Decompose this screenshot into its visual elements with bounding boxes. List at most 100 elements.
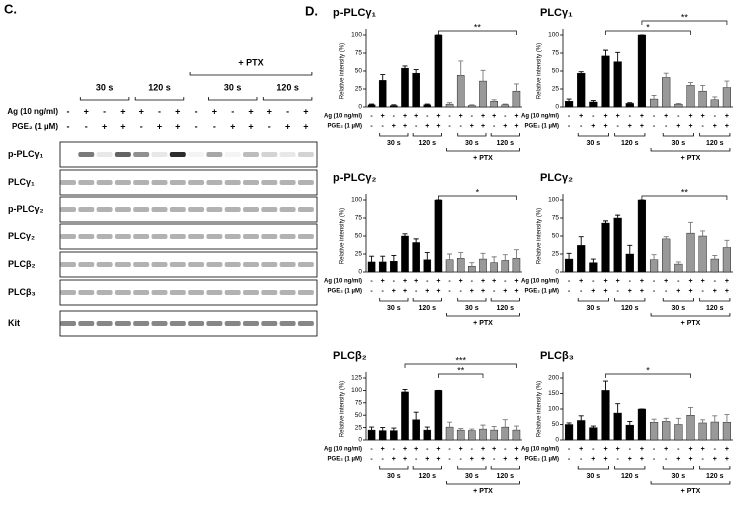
- condition-sign: +: [175, 121, 180, 131]
- ptx-bracket: [650, 481, 731, 485]
- condition-sign: -: [393, 113, 396, 120]
- condition-sign: +: [414, 113, 418, 120]
- condition-sign: -: [213, 121, 216, 131]
- bar: [423, 104, 432, 108]
- time-bracket: [412, 133, 442, 137]
- condition-sign: +: [640, 446, 644, 453]
- condition-sign: +: [403, 113, 407, 120]
- blot-row-label: PLCβ₂: [8, 259, 36, 269]
- error-bar: [566, 422, 572, 425]
- y-tick-label: 25: [552, 86, 560, 93]
- condition-sign: +: [248, 121, 253, 131]
- condition-sign: -: [701, 456, 704, 463]
- condition-sign: -: [701, 288, 704, 295]
- condition-sign: +: [676, 456, 680, 463]
- condition-sign: -: [460, 123, 463, 130]
- blot-band: [188, 234, 205, 239]
- error-bar: [663, 417, 669, 422]
- bar: [686, 415, 695, 441]
- error-bar: [413, 238, 419, 243]
- blot-band: [133, 207, 150, 212]
- bar: [564, 101, 574, 108]
- ptx-label: + PTX: [681, 320, 701, 327]
- blot-band: [297, 290, 314, 295]
- condition-sign: -: [493, 288, 496, 295]
- blot-band: [261, 262, 278, 267]
- time-bracket: [412, 298, 442, 302]
- y-tick-label: 0: [358, 269, 362, 276]
- y-axis-label: Relative intensity (%): [537, 381, 543, 437]
- condition-sign: +: [248, 106, 253, 116]
- condition-sign: -: [653, 288, 656, 295]
- condition-sign: +: [102, 121, 107, 131]
- blot-band: [96, 321, 113, 326]
- bar: [674, 424, 683, 441]
- error-bar: [627, 420, 633, 426]
- blot-band: [151, 290, 168, 295]
- condition-sign: -: [231, 106, 234, 116]
- condition-sign: +: [514, 446, 518, 453]
- blot-band: [224, 262, 241, 267]
- significance-label: **: [457, 365, 465, 375]
- condition-sign: +: [285, 121, 290, 131]
- condition-sign: +: [436, 456, 440, 463]
- significance-label: **: [681, 187, 689, 197]
- condition-sign: +: [436, 446, 440, 453]
- condition-sign: +: [713, 288, 717, 295]
- bar: [637, 34, 647, 108]
- condition-sign: -: [568, 278, 571, 285]
- condition-sign: -: [426, 278, 429, 285]
- bar: [434, 199, 443, 273]
- significance-label: *: [476, 187, 480, 197]
- error-bar: [424, 103, 430, 105]
- condition-sign: -: [158, 106, 161, 116]
- condition-sign: +: [459, 446, 463, 453]
- blot-band: [114, 180, 131, 185]
- condition-sign: +: [603, 446, 607, 453]
- error-bar: [590, 258, 596, 263]
- blot-band: [96, 290, 113, 295]
- blot-band: [279, 207, 296, 212]
- blot-band: [188, 290, 205, 295]
- error-bar: [391, 427, 397, 431]
- bar: [710, 99, 719, 108]
- condition-sign: +: [392, 456, 396, 463]
- bar: [589, 427, 598, 441]
- condition-sign: +: [381, 278, 385, 285]
- y-tick-label: 50: [552, 233, 560, 240]
- time-bracket: [262, 97, 313, 101]
- bar: [423, 259, 432, 273]
- condition-sign: +: [628, 288, 632, 295]
- bar: [468, 105, 476, 108]
- condition-sign: +: [579, 446, 583, 453]
- condition-sign: +: [481, 288, 485, 295]
- condition-sign: +: [492, 278, 496, 285]
- condition-sign: -: [616, 288, 619, 295]
- bar: [468, 266, 476, 273]
- condition-sign: +: [481, 456, 485, 463]
- y-tick-label: 50: [355, 233, 363, 240]
- error-bar: [627, 244, 633, 254]
- error-bar: [380, 427, 386, 431]
- error-bar: [402, 65, 408, 69]
- blot-band: [78, 152, 95, 157]
- condition-sign: +: [492, 446, 496, 453]
- condition-sign: +: [514, 113, 518, 120]
- condition-sign: +: [392, 288, 396, 295]
- condition-sign: +: [230, 121, 235, 131]
- blot-band: [78, 321, 95, 326]
- time-bracket: [614, 466, 646, 470]
- bar: [577, 420, 586, 441]
- y-tick-label: 150: [548, 390, 559, 397]
- y-tick-label: 50: [552, 421, 560, 428]
- condition-sign: +: [713, 456, 717, 463]
- chart-title: PLCγ₁: [540, 7, 573, 19]
- significance-label: *: [646, 22, 650, 32]
- blot-band: [114, 234, 131, 239]
- blot-row-label: PLCγ₂: [8, 231, 35, 241]
- condition-sign: +: [175, 106, 180, 116]
- ptx-label: + PTX: [473, 155, 493, 162]
- blot-band: [188, 321, 205, 326]
- error-bar: [513, 83, 519, 92]
- blot-band: [78, 207, 95, 212]
